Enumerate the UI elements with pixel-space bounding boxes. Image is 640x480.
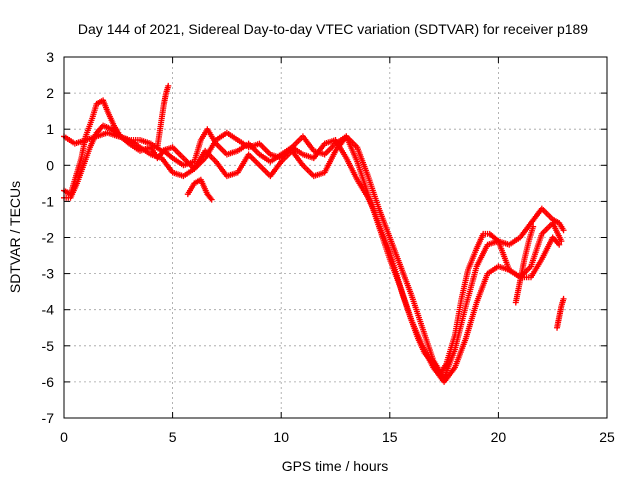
- y-tick-label: -3: [42, 266, 55, 282]
- series-track-3: [61, 129, 563, 382]
- series-segment-23h: [554, 295, 567, 331]
- y-tick-label: -2: [42, 230, 55, 246]
- data-point: [165, 82, 172, 89]
- series-track-2: [61, 122, 565, 385]
- axis-ticks: 0 5 10 15 20 25 -7 -6 -5 -4 -3 -2 -1 0 1 2 3: [42, 49, 615, 445]
- x-tick-label: 15: [382, 429, 398, 445]
- y-tick-label: -4: [42, 302, 55, 318]
- data-point: [560, 295, 567, 302]
- y-tick-label: 1: [46, 121, 54, 137]
- data-point: [560, 227, 567, 234]
- data-point: [208, 196, 215, 203]
- x-tick-label: 10: [273, 429, 289, 445]
- y-tick-label: 2: [46, 85, 54, 101]
- series-spike-near-5h: [154, 82, 172, 151]
- y-tick-label: -1: [42, 193, 55, 209]
- x-tick-label: 0: [60, 429, 68, 445]
- data-point: [558, 238, 565, 245]
- y-tick-label: -7: [42, 410, 55, 426]
- y-tick-label: 0: [46, 157, 54, 173]
- y-tick-label: -6: [42, 374, 55, 390]
- data-points: [61, 82, 567, 385]
- y-tick-label: -5: [42, 338, 55, 354]
- x-axis-label: GPS time / hours: [282, 458, 389, 474]
- y-axis-label: SDTVAR / TECUs: [7, 181, 23, 293]
- grid: [64, 57, 607, 418]
- series-segment-6-7h: [184, 176, 215, 203]
- chart-title: Day 144 of 2021, Sidereal Day-to-day VTE…: [78, 21, 588, 37]
- y-tick-label: 3: [46, 49, 54, 65]
- series-segment-21h: [512, 223, 537, 306]
- x-tick-label: 20: [491, 429, 507, 445]
- data-point: [556, 241, 563, 248]
- x-tick-label: 25: [599, 429, 615, 445]
- data-point: [530, 223, 537, 230]
- x-tick-label: 5: [169, 429, 177, 445]
